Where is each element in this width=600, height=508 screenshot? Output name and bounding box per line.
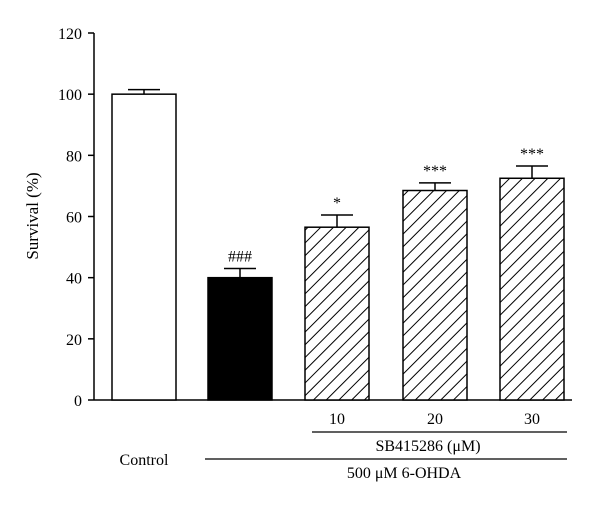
y-tick-label: 60 <box>66 210 82 227</box>
sb-group-label: SB415286 (μM) <box>375 438 480 455</box>
y-tick-label: 120 <box>58 26 82 43</box>
significance-label: *** <box>423 163 447 180</box>
bar <box>499 177 565 401</box>
y-tick-label: 0 <box>74 393 82 410</box>
y-axis-title: Survival (%) <box>23 172 42 259</box>
ohda-group-label: 500 μM 6-OHDA <box>347 465 462 482</box>
x-tick-label: 20 <box>427 411 443 428</box>
x-tick-label: Control <box>120 452 169 469</box>
bar <box>111 93 177 401</box>
bar <box>402 189 468 401</box>
significance-label: *** <box>520 146 544 163</box>
y-tick-label: 80 <box>66 148 82 165</box>
bars: Control ### * 10 *** 20 *** 30 <box>111 88 565 469</box>
significance-label: ### <box>228 248 252 265</box>
x-tick-label: 10 <box>329 411 345 428</box>
y-tick-label: 100 <box>58 87 82 104</box>
y-tick-label: 40 <box>66 271 82 288</box>
x-tick-label: 30 <box>524 411 540 428</box>
bar <box>304 226 370 401</box>
bar <box>207 276 273 401</box>
y-tick-label: 20 <box>66 332 82 349</box>
significance-label: * <box>333 195 341 212</box>
